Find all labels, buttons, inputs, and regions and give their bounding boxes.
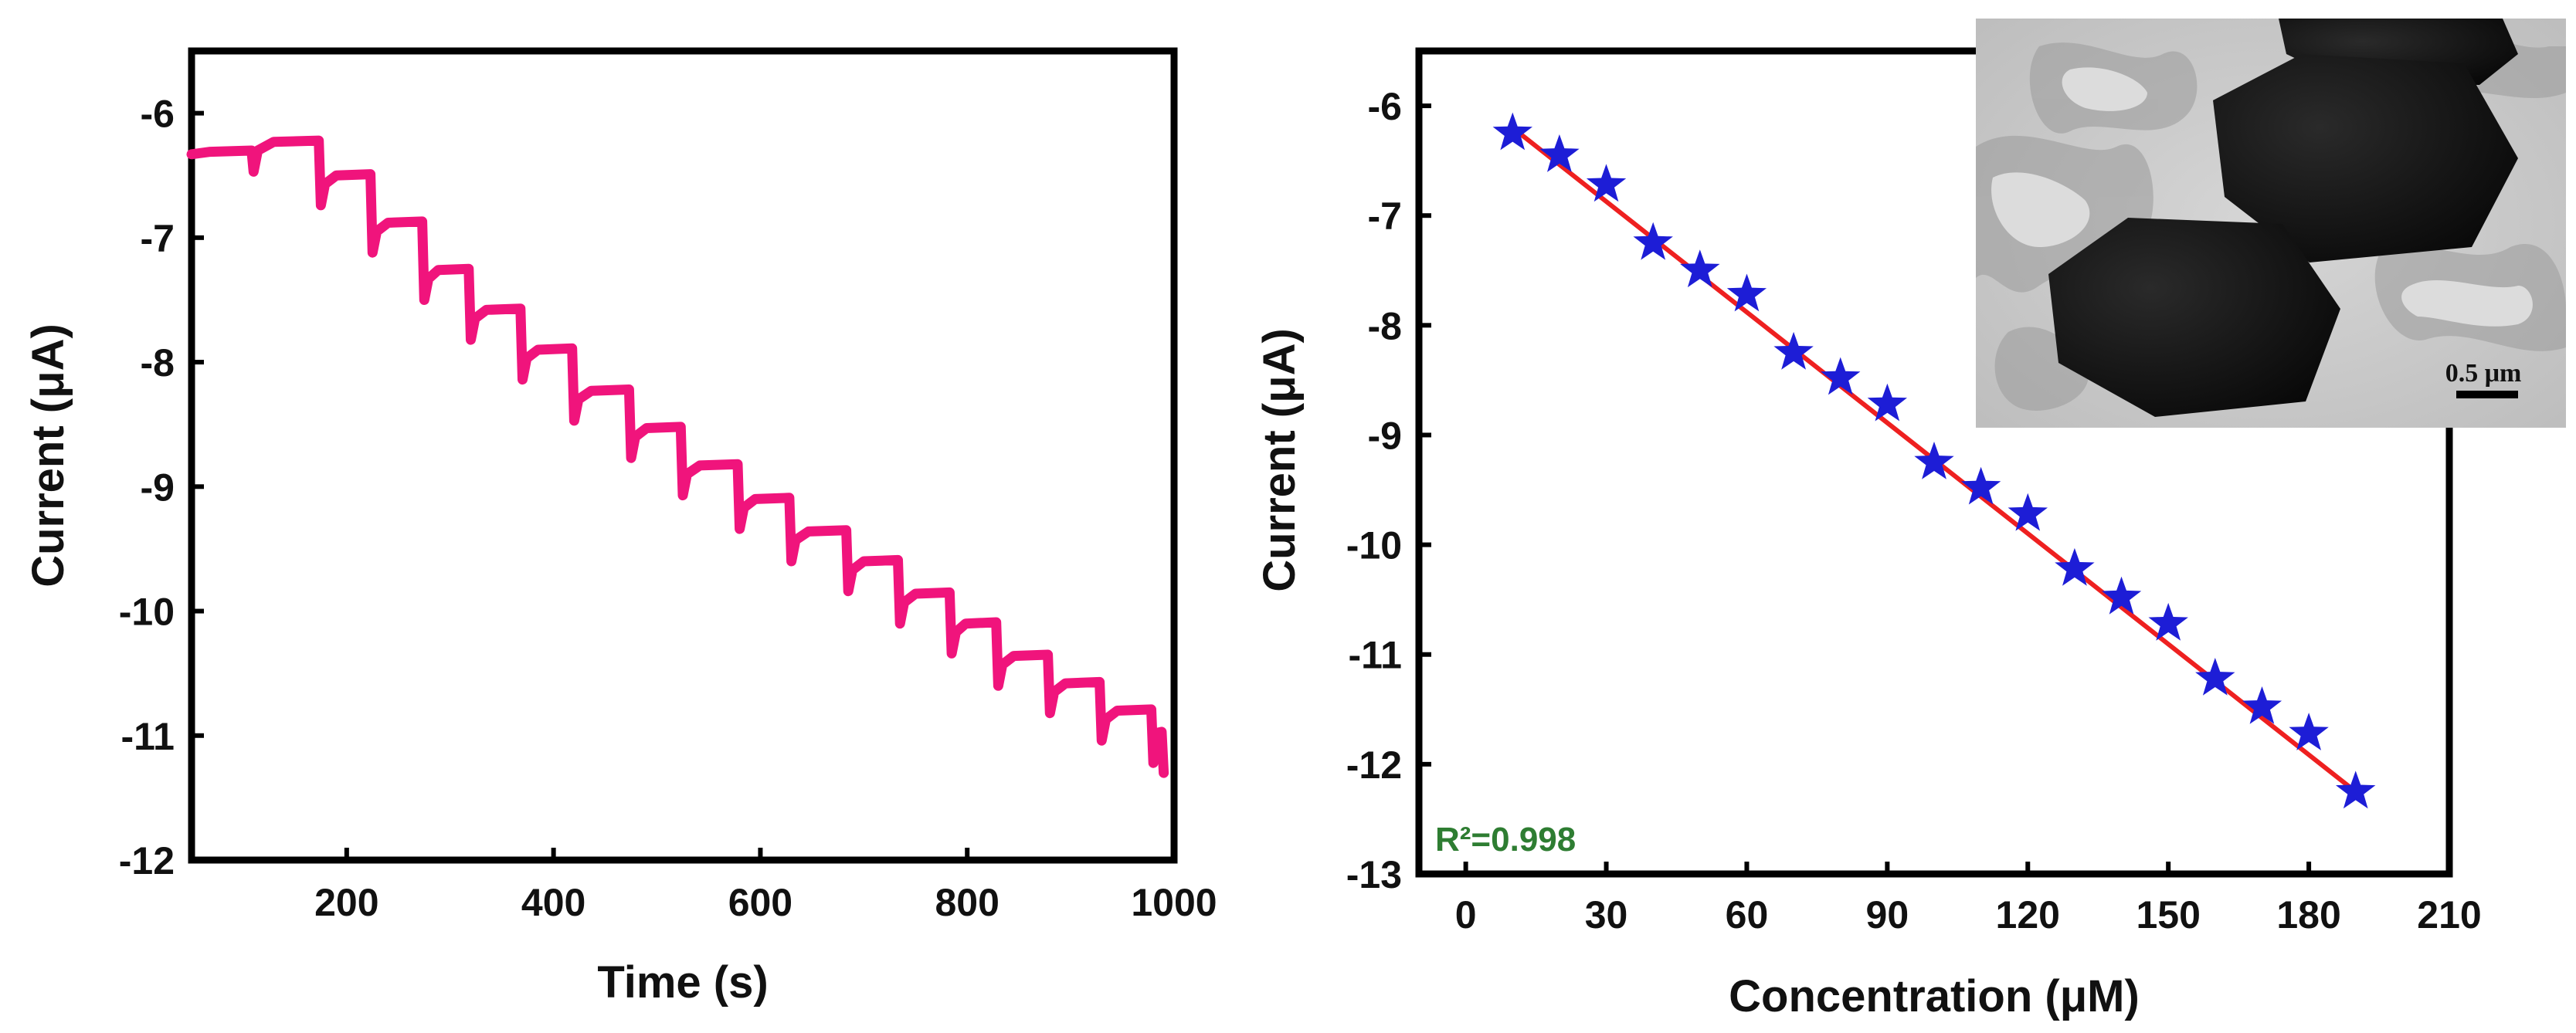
right-y-tick-label: -10: [1346, 524, 1402, 567]
right-x-ticks: 0 30 60 90 120 150 180 210: [1455, 862, 2482, 936]
left-y-ticks: -6 -7 -8 -9 -10 -11 -12: [119, 93, 204, 882]
data-points: [1492, 112, 2376, 809]
right-x-tick-label: 60: [1726, 893, 1769, 936]
current-trace-line: [186, 135, 1169, 778]
data-point-star: [1586, 164, 1627, 202]
left-y-tick-label: -9: [141, 466, 175, 509]
data-point-star: [1773, 331, 1814, 370]
data-point-star: [2055, 547, 2095, 586]
data-point-star: [2242, 686, 2282, 724]
right-x-tick-label: 210: [2417, 893, 2481, 936]
data-point-star: [2195, 658, 2235, 696]
left-plot-frame: [188, 47, 1178, 864]
data-point-star: [1726, 273, 1767, 312]
data-point-star: [2008, 493, 2048, 531]
crystal-right: [2213, 54, 2518, 262]
data-point-star: [1867, 383, 1907, 422]
right-y-tick-label: -13: [1346, 853, 1402, 896]
inset-scale-bar: 0.5 μm: [2445, 359, 2522, 398]
right-y-tick-label: -11: [1348, 634, 1402, 677]
right-x-tick-label: 0: [1455, 893, 1477, 936]
data-point-star: [1961, 466, 2001, 505]
data-point-star: [2101, 576, 2142, 615]
data-point-star: [1821, 357, 1861, 395]
left-y-tick-label: -8: [141, 341, 175, 384]
right-y-tick-label: -9: [1368, 414, 1402, 457]
scale-bar-label: 0.5 μm: [2445, 359, 2522, 388]
inset-crystals: [2048, 19, 2518, 417]
left-x-tick-label: 800: [935, 881, 999, 924]
left-y-tick-label: -11: [120, 715, 175, 758]
right-y-tick-label: -12: [1346, 743, 1402, 787]
left-x-tick-label: 200: [314, 881, 378, 924]
data-point-star: [1680, 249, 1720, 288]
data-point-star: [2336, 771, 2376, 809]
right-chart: -6 -7 -8 -9 -10 -11 -12 -13 0 30 60 90 120 150 180 210…: [1254, 47, 2482, 1021]
left-chart: -6 -7 -8 -9 -10 -11 -12 200 400 600 800 1000 Time …: [23, 47, 1217, 1008]
right-y-axis-title: Current (μA): [1254, 328, 1305, 592]
data-point-star: [1539, 134, 1580, 172]
left-x-tick-label: 1000: [1131, 881, 1217, 924]
right-y-tick-label: -6: [1368, 85, 1402, 128]
left-x-tick-label: 600: [728, 881, 792, 924]
data-point-star: [1633, 222, 1673, 260]
crystal-bottom: [2048, 218, 2340, 417]
right-y-ticks: -6 -7 -8 -9 -10 -11 -12 -13: [1346, 85, 1431, 896]
left-y-tick-label: -7: [141, 217, 175, 260]
scale-bar: [2456, 391, 2518, 398]
data-point-star: [2148, 602, 2188, 641]
r-squared-annotation: R²=0.998: [1435, 821, 1576, 859]
left-y-axis-title: Current (μA): [23, 323, 73, 588]
tem-inset-image: 0.5 μm: [1976, 19, 2566, 428]
right-x-tick-label: 180: [2276, 893, 2340, 936]
right-y-tick-label: -8: [1368, 304, 1402, 347]
right-plot-frame: [1415, 47, 2453, 878]
right-y-tick-label: -7: [1368, 195, 1402, 238]
right-x-tick-label: 90: [1866, 893, 1909, 936]
right-x-tick-label: 30: [1585, 893, 1628, 936]
left-y-tick-label: -12: [119, 839, 175, 882]
right-x-tick-label: 150: [2136, 893, 2200, 936]
data-point-star: [1492, 112, 1532, 151]
left-x-axis-title: Time (s): [597, 957, 768, 1008]
data-point-star: [1914, 442, 1954, 479]
right-x-tick-label: 120: [1996, 893, 2060, 936]
left-y-tick-label: -10: [119, 591, 175, 634]
left-x-tick-label: 400: [521, 881, 585, 924]
left-y-tick-label: -6: [141, 93, 175, 136]
data-point-star: [2289, 713, 2329, 750]
right-x-axis-title: Concentration (μM): [1729, 971, 2140, 1021]
left-x-ticks: 200 400 600 800 1000: [314, 848, 1217, 924]
inset-web-holes: [1991, 67, 2533, 327]
